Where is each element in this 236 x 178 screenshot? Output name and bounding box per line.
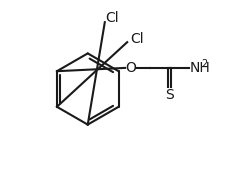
Text: 2: 2 <box>201 59 207 69</box>
Text: NH: NH <box>189 61 210 75</box>
Text: O: O <box>125 61 136 75</box>
Text: Cl: Cl <box>105 11 119 25</box>
Text: S: S <box>165 88 174 102</box>
Text: Cl: Cl <box>130 32 144 46</box>
